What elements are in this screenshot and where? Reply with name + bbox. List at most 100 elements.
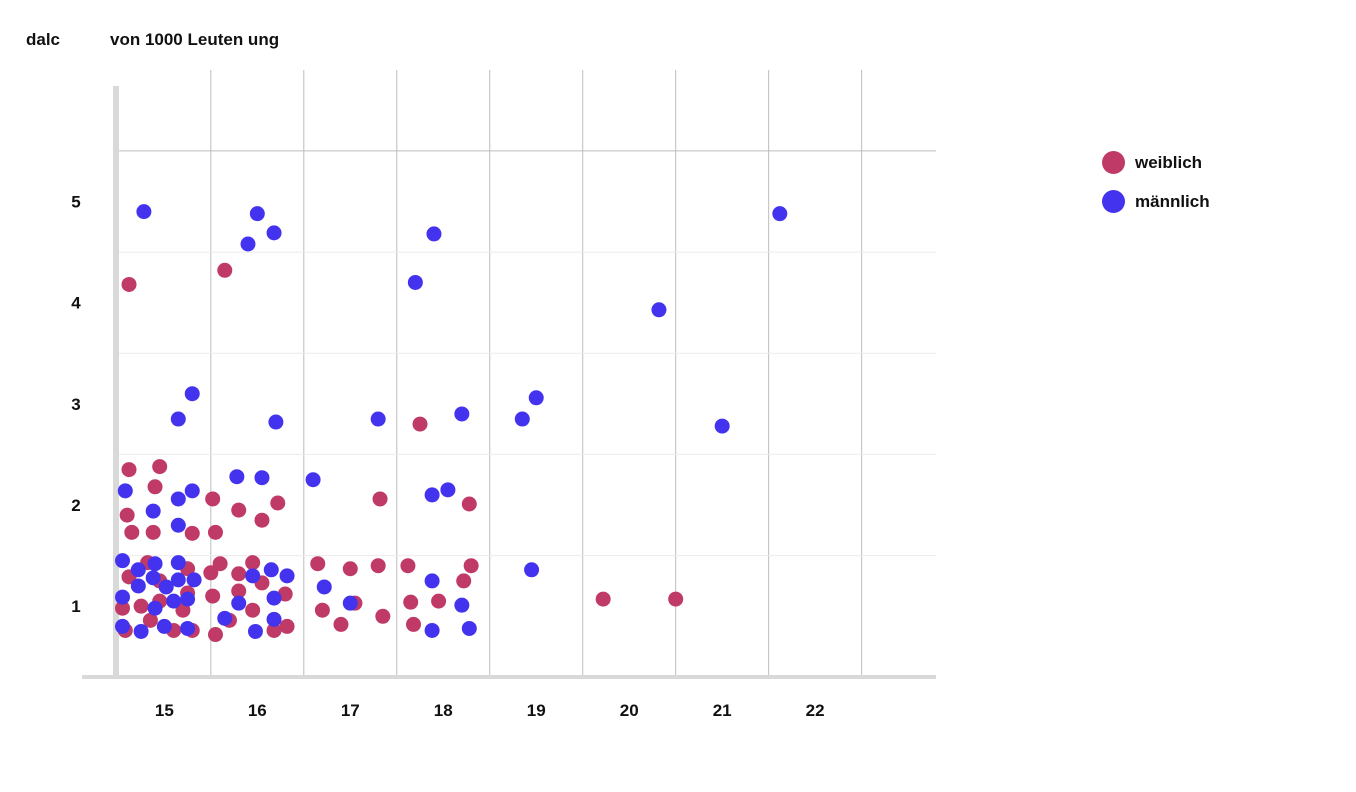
data-point xyxy=(424,487,440,503)
data-point xyxy=(205,491,221,507)
data-point xyxy=(370,411,386,427)
data-point xyxy=(454,597,470,613)
data-point xyxy=(268,414,284,430)
x-tick-label: 17 xyxy=(341,701,360,720)
data-point xyxy=(170,491,186,507)
data-point xyxy=(217,262,233,278)
data-point xyxy=(231,502,247,518)
data-point xyxy=(400,558,416,574)
data-point xyxy=(461,620,477,636)
data-point xyxy=(147,556,163,572)
data-point xyxy=(145,570,161,586)
data-point xyxy=(121,462,137,478)
data-point xyxy=(212,556,228,572)
data-point xyxy=(145,524,161,540)
data-point xyxy=(184,386,200,402)
data-point xyxy=(245,555,261,571)
data-point xyxy=(170,517,186,533)
data-point xyxy=(714,418,730,434)
data-point xyxy=(266,611,282,627)
data-point xyxy=(152,459,168,475)
data-point xyxy=(240,236,256,252)
data-point xyxy=(170,411,186,427)
data-point xyxy=(147,479,163,495)
data-point xyxy=(456,573,472,589)
vertical-gridlines xyxy=(210,70,863,677)
data-point xyxy=(463,558,479,574)
data-point xyxy=(668,591,684,607)
data-points xyxy=(115,204,788,643)
x-tick-label: 22 xyxy=(806,701,825,720)
data-point xyxy=(514,411,530,427)
data-point xyxy=(454,406,470,422)
legend-swatch-maennlich xyxy=(1102,190,1125,213)
data-point xyxy=(254,512,270,528)
data-point xyxy=(231,595,247,611)
data-point xyxy=(133,598,149,614)
data-point xyxy=(184,483,200,499)
data-point xyxy=(440,482,456,498)
data-point xyxy=(156,618,172,634)
data-point xyxy=(145,503,161,519)
data-point xyxy=(279,568,295,584)
legend-item-weiblich: weiblich xyxy=(1102,143,1210,182)
data-point xyxy=(424,573,440,589)
data-point xyxy=(375,608,391,624)
data-point xyxy=(245,602,261,618)
data-point xyxy=(166,593,182,609)
data-point xyxy=(184,525,200,541)
data-point xyxy=(170,572,186,588)
data-point xyxy=(229,469,245,485)
y-tick-label: 4 xyxy=(71,294,81,313)
data-point xyxy=(266,225,282,241)
data-point xyxy=(426,226,442,242)
data-point xyxy=(133,623,149,639)
data-point xyxy=(158,579,174,595)
data-point xyxy=(406,616,422,632)
data-point xyxy=(279,618,295,634)
data-point xyxy=(245,568,261,584)
x-tick-label: 16 xyxy=(248,701,267,720)
data-point xyxy=(333,616,349,632)
x-tick-label: 21 xyxy=(713,701,732,720)
x-tick-label: 15 xyxy=(155,701,174,720)
data-point xyxy=(147,600,163,616)
data-point xyxy=(412,416,428,432)
data-point xyxy=(595,591,611,607)
x-tick-label: 18 xyxy=(434,701,453,720)
data-point xyxy=(115,618,131,634)
data-point xyxy=(305,472,321,488)
data-point xyxy=(461,496,477,512)
data-point xyxy=(266,622,282,638)
data-point xyxy=(524,562,540,578)
y-tick-labels: 1 2 3 4 5 xyxy=(71,193,81,617)
data-point xyxy=(231,566,247,582)
data-point xyxy=(431,593,447,609)
legend-label-weiblich: weiblich xyxy=(1135,152,1203,172)
data-point xyxy=(424,622,440,638)
data-point xyxy=(370,558,386,574)
data-point xyxy=(203,565,219,581)
data-point xyxy=(528,390,544,406)
y-tick-label: 5 xyxy=(71,193,80,212)
data-point xyxy=(270,495,286,511)
data-point xyxy=(130,578,146,594)
data-point xyxy=(266,590,282,606)
data-point xyxy=(130,562,146,578)
data-point xyxy=(124,524,140,540)
data-point xyxy=(180,591,196,607)
data-point xyxy=(342,561,358,577)
x-tick-label: 19 xyxy=(527,701,546,720)
data-point xyxy=(205,588,221,604)
data-point xyxy=(407,274,423,290)
data-point xyxy=(231,583,247,599)
legend: weiblich männlich xyxy=(1102,143,1210,221)
y-axis-label: dalc xyxy=(26,30,61,49)
data-point xyxy=(121,276,137,292)
legend-label-maennlich: männlich xyxy=(1135,191,1210,211)
legend-swatch-weiblich xyxy=(1102,151,1125,174)
data-point xyxy=(115,600,131,616)
data-point xyxy=(772,206,788,222)
data-point xyxy=(142,612,158,628)
